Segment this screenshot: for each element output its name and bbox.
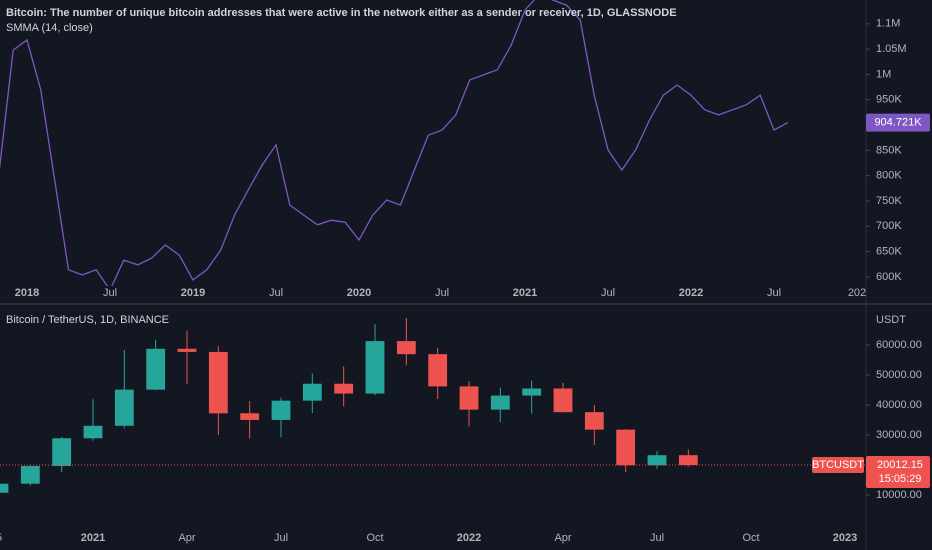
candle-body — [20, 465, 40, 484]
y-tick-label: 950K — [876, 94, 902, 106]
x-tick-label: Jul — [274, 532, 288, 544]
current-value-box — [866, 113, 930, 132]
candle-body — [114, 389, 134, 426]
top-subtitle: SMMA (14, close) — [6, 22, 93, 34]
x-tick-label: 2021 — [513, 287, 537, 299]
candle-body — [208, 351, 228, 414]
axes: 1.1M 1.05M 1M 950K 850K 800K 750K 700K 650K 600K 2… — [0, 18, 930, 544]
x-tick-label: Oct — [366, 532, 383, 544]
x-tick-label: 5 — [0, 532, 2, 544]
candle-body — [553, 388, 573, 413]
x-tick-label: 2018 — [15, 287, 39, 299]
candle-body — [83, 425, 103, 439]
y-tick-label: 850K — [876, 144, 902, 156]
candle-body — [240, 413, 260, 420]
y-tick-label: 50000.00 — [876, 369, 922, 381]
y-tick-label: 1M — [876, 68, 891, 80]
x-tick-label: Jul — [650, 532, 664, 544]
candle-body — [302, 383, 322, 401]
candle-body — [0, 483, 9, 493]
y-tick-label: 10000.00 — [876, 489, 922, 501]
y-axis-unit: USDT — [876, 314, 906, 326]
y-tick-label: 700K — [876, 220, 902, 232]
x-tick-label: Jul — [435, 287, 449, 299]
y-tick-label: 650K — [876, 245, 902, 257]
x-tick-label: 202 — [848, 287, 866, 299]
current-value-label: 904.721K — [874, 117, 922, 129]
y-tick-label: 60000.00 — [876, 339, 922, 351]
candle-body — [522, 388, 542, 396]
candle-body — [177, 348, 197, 352]
y-tick-label: 750K — [876, 195, 902, 207]
x-tick-label: Jul — [269, 287, 283, 299]
x-tick-label: Apr — [554, 532, 571, 544]
candle-body — [647, 455, 667, 466]
x-tick-label: Oct — [742, 532, 759, 544]
y-tick-label: 30000.00 — [876, 429, 922, 441]
x-tick-label: Jul — [601, 287, 615, 299]
data-line — [0, 0, 789, 286]
candle-body — [678, 455, 698, 466]
candle-body — [396, 341, 416, 355]
x-tick-label: Apr — [178, 532, 195, 544]
top-plot — [0, 0, 789, 286]
y-tick-label: 1.1M — [876, 18, 900, 30]
x-tick-label: Jul — [103, 287, 117, 299]
candle-body — [271, 400, 291, 420]
candle-body — [428, 354, 448, 387]
y-tick-label: 1.05M — [876, 43, 907, 55]
x-tick-label: 2023 — [833, 532, 857, 544]
y-tick-label: 600K — [876, 271, 902, 283]
current-price-label: 20012.15 — [877, 459, 923, 471]
candle-body — [459, 386, 479, 410]
x-tick-label: 2022 — [457, 532, 481, 544]
top-title: Bitcoin: The number of unique bitcoin ad… — [6, 7, 677, 19]
countdown-label: 15:05:29 — [879, 473, 922, 485]
candle-body — [52, 438, 72, 466]
symbol-label: BTCUSDT — [812, 459, 864, 471]
y-tick-label: 40000.00 — [876, 399, 922, 411]
x-tick-label: 2021 — [81, 532, 105, 544]
current-price-box — [866, 456, 930, 489]
x-tick-label: 2020 — [347, 287, 371, 299]
candle-body — [616, 429, 636, 466]
x-tick-label: Jul — [767, 287, 781, 299]
x-tick-label: 2022 — [679, 287, 703, 299]
candle-body — [146, 348, 166, 390]
candle-body — [365, 341, 385, 394]
symbol-box — [812, 457, 864, 474]
y-tick-label: 800K — [876, 170, 902, 182]
candle-body — [490, 395, 510, 410]
candle-body — [584, 412, 604, 430]
bottom-title: Bitcoin / TetherUS, 1D, BINANCE — [6, 314, 169, 326]
candle-body — [334, 383, 354, 394]
bottom-plot — [0, 318, 866, 493]
x-tick-label: 2019 — [181, 287, 205, 299]
